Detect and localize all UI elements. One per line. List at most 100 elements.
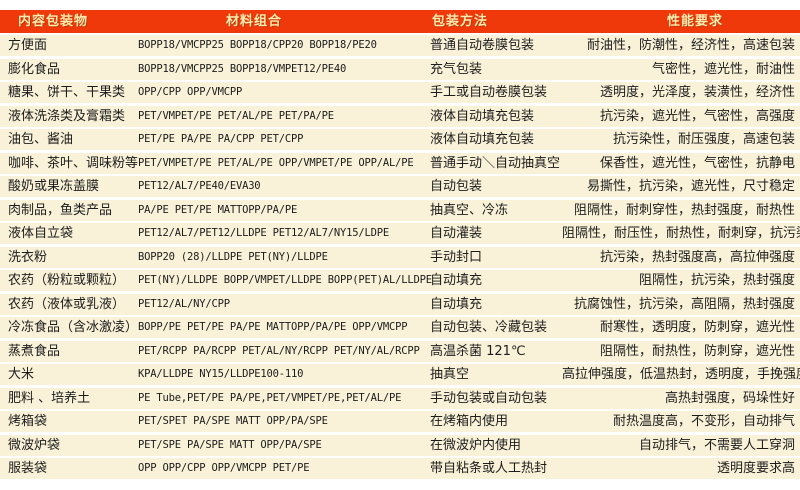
table-header-row: 内容包装物 材料组合 包装方法 性能要求 bbox=[0, 10, 800, 33]
cell-performance-requirements: 抗污染，遮光性，气密性，高强度 bbox=[599, 108, 795, 124]
cell-performance-requirements: 高热封强度，码垛性好 bbox=[664, 390, 795, 406]
table-body: 方便面 BOPP18/VMCPP25 BOPP18/CPP20 BOPP18/P… bbox=[0, 35, 800, 482]
cell-material-combination: BOPP18/VMCPP25 BOPP18/VMPET12/PE40 bbox=[138, 62, 347, 75]
cell-performance-requirements: 高拉伸强度，低温热封，透明度，手挽强度高 bbox=[562, 367, 800, 382]
cell-performance-requirements: 耐寒性，透明度，防刺穿，遮光性 bbox=[599, 320, 795, 335]
cell-content-item: 油包、酱油 bbox=[8, 132, 74, 147]
cell-packaging-method: 液体自动填充包装 bbox=[430, 108, 535, 124]
cell-performance-requirements: 阻隔性，耐压性，耐热性，耐刺穿，抗污染 bbox=[562, 226, 800, 241]
cell-material-combination: PET/SPE PA/SPE MATT OPP/PA/SPE bbox=[138, 438, 322, 451]
cell-content-item: 烤箱袋 bbox=[8, 414, 48, 429]
table-row: 服装袋 OPP OPP/CPP OPP/VMCPP PET/PE 带自粘条或人工… bbox=[0, 458, 800, 479]
cell-content-item: 冷冻食品（含冰激凌） bbox=[8, 320, 139, 335]
cell-content-item: 微波炉袋 bbox=[8, 437, 61, 453]
cell-material-combination: PET/VMPET/PE PET/AL/PE OPP/VMPET/PE OPP/… bbox=[138, 156, 414, 169]
cell-packaging-method: 自动包装、冷藏包装 bbox=[430, 320, 548, 335]
cell-content-item: 服装袋 bbox=[8, 461, 48, 476]
cell-content-item: 糖果、饼干、干果类 bbox=[8, 85, 126, 100]
table-row: 农药（粉粒或颗粒） PET(NY)/LLDPE BOPP/VMPET/LLDPE… bbox=[0, 270, 800, 291]
cell-packaging-method: 普通自动卷膜包装 bbox=[430, 38, 535, 53]
cell-content-item: 咖啡、茶叶、调味粉等 bbox=[8, 155, 139, 171]
table-row: 肉制品，鱼类产品 PA/PE PET/PE MATTOPP/PA/PE 抽真空、… bbox=[0, 199, 800, 221]
cell-performance-requirements: 耐热温度高，不变形，自动排气 bbox=[612, 414, 795, 429]
cell-material-combination: BOPP/PE PET/PE PA/PE MATTOPP/PA/PE OPP/V… bbox=[138, 321, 408, 333]
cell-packaging-method: 在微波炉内使用 bbox=[430, 437, 522, 453]
table-row: 大米 KPA/LLDPE NY15/LLDPE100-110 抽真空 高拉伸强度… bbox=[0, 364, 800, 385]
cell-packaging-method: 高温杀菌 121℃ bbox=[430, 343, 526, 359]
cell-performance-requirements: 耐油性，防潮性，经济性，高速包装 bbox=[586, 38, 795, 53]
cell-packaging-method: 手动包装或自动包装 bbox=[430, 390, 548, 406]
cell-material-combination: PET12/AL7/PET12/LLDPE PET12/AL7/NY15/LDP… bbox=[138, 227, 389, 239]
cell-packaging-method: 手动封口 bbox=[430, 249, 483, 265]
cell-material-combination: OPP/CPP OPP/VMCPP bbox=[138, 86, 243, 98]
table-row: 膨化食品 BOPP18/VMCPP25 BOPP18/VMPET12/PE40 … bbox=[0, 58, 800, 80]
cell-material-combination: PET12/AL/NY/CPP bbox=[138, 297, 230, 310]
cell-content-item: 肥料 、培养土 bbox=[8, 390, 91, 406]
cell-packaging-method: 自动填充 bbox=[430, 273, 483, 288]
cell-performance-requirements: 阻隔性，耐热性，防刺穿，遮光性 bbox=[599, 343, 795, 359]
cell-material-combination: OPP OPP/CPP OPP/VMCPP PET/PE bbox=[138, 462, 310, 474]
cell-material-combination: PET12/AL7/PE40/EVA30 bbox=[138, 180, 261, 192]
table-row: 油包、酱油 PET/PE PA/PE PA/CPP PET/CPP 液体自动填充… bbox=[0, 129, 800, 150]
cell-material-combination: PET/RCPP PA/RCPP PET/AL/NY/RCPP PET/NY/A… bbox=[138, 344, 420, 357]
cell-material-combination: KPA/LLDPE NY15/LLDPE100-110 bbox=[138, 368, 304, 380]
cell-packaging-method: 液体自动填充包装 bbox=[430, 132, 535, 147]
cell-content-item: 农药（粉粒或颗粒） bbox=[8, 273, 126, 288]
cell-performance-requirements: 气密性，遮光性，耐油性 bbox=[651, 61, 795, 77]
table-row: 液体洗涤类及膏霜类 PET/VMPET/PE PET/AL/PE PET/PA/… bbox=[0, 105, 800, 127]
cell-packaging-method: 自动灌装 bbox=[430, 226, 483, 241]
cell-content-item: 蒸煮食品 bbox=[8, 343, 61, 359]
table-row: 蒸煮食品 PET/RCPP PA/RCPP PET/AL/NY/RCPP PET… bbox=[0, 340, 800, 362]
cell-material-combination: PET/PE PA/PE PA/CPP PET/CPP bbox=[138, 133, 304, 145]
table-row: 酸奶或果冻盖膜 PET12/AL7/PE40/EVA30 自动包装 易撕性，抗污… bbox=[0, 176, 800, 197]
table-row: 方便面 BOPP18/VMCPP25 BOPP18/CPP20 BOPP18/P… bbox=[0, 35, 800, 56]
cell-packaging-method: 在烤箱内使用 bbox=[430, 414, 509, 429]
table-row: 糖果、饼干、干果类 OPP/CPP OPP/VMCPP 手工或自动卷膜包装 透明… bbox=[0, 82, 800, 103]
table-row: 微波炉袋 PET/SPE PA/SPE MATT OPP/PA/SPE 在微波炉… bbox=[0, 434, 800, 456]
cell-material-combination: BOPP20 (28)/LLDPE PET(NY)/LLDPE bbox=[138, 250, 328, 263]
column-header-content-item: 内容包装物 bbox=[18, 14, 89, 29]
cell-performance-requirements: 阻隔性，抗污染，热封强度 bbox=[638, 273, 795, 288]
column-header-packaging-method: 包装方法 bbox=[432, 14, 489, 29]
cell-material-combination: BOPP18/VMCPP25 BOPP18/CPP20 BOPP18/PE20 bbox=[138, 39, 377, 51]
cell-packaging-method: 带自粘条或人工热封 bbox=[430, 461, 548, 476]
cell-content-item: 酸奶或果冻盖膜 bbox=[8, 179, 100, 194]
table-row: 烤箱袋 PET/SPET PA/SPE MATT OPP/PA/SPE 在烤箱内… bbox=[0, 411, 800, 432]
cell-packaging-method: 自动包装 bbox=[430, 179, 483, 194]
cell-performance-requirements: 保香性，遮光性，气密性，抗静电 bbox=[599, 155, 795, 171]
table-row: 洗衣粉 BOPP20 (28)/LLDPE PET(NY)/LLDPE 手动封口… bbox=[0, 246, 800, 268]
table-row: 农药（液体或乳液） PET12/AL/NY/CPP 自动填充 抗腐蚀性，抗污染，… bbox=[0, 293, 800, 315]
cell-content-item: 农药（液体或乳液） bbox=[8, 296, 126, 312]
column-header-material-combination: 材料组合 bbox=[226, 14, 283, 29]
cell-content-item: 大米 bbox=[8, 367, 35, 382]
cell-performance-requirements: 透明度要求高 bbox=[716, 461, 795, 476]
cell-content-item: 肉制品，鱼类产品 bbox=[8, 202, 113, 218]
table-row: 液体自立袋 PET12/AL7/PET12/LLDPE PET12/AL7/NY… bbox=[0, 223, 800, 244]
table-row: 冷冻食品（含冰激凌） BOPP/PE PET/PE PA/PE MATTOPP/… bbox=[0, 317, 800, 338]
cell-packaging-method: 抽真空 bbox=[430, 367, 470, 382]
cell-content-item: 液体洗涤类及膏霜类 bbox=[8, 108, 126, 124]
table-row: 咖啡、茶叶、调味粉等 PET/VMPET/PE PET/AL/PE OPP/VM… bbox=[0, 152, 800, 174]
cell-performance-requirements: 透明度，光泽度，装潢性，经济性 bbox=[599, 85, 795, 100]
cell-packaging-method: 普通手动＼自动抽真空 bbox=[430, 155, 561, 171]
cell-performance-requirements: 阻隔性，耐刺穿性，热封强度，耐热性 bbox=[573, 202, 795, 218]
column-header-performance-requirements: 性能要求 bbox=[667, 14, 724, 29]
cell-packaging-method: 自动填充 bbox=[430, 296, 483, 312]
cell-packaging-method: 抽真空、冷冻 bbox=[430, 202, 509, 218]
cell-material-combination: PA/PE PET/PE MATTOPP/PA/PE bbox=[138, 203, 298, 216]
cell-content-item: 膨化食品 bbox=[8, 61, 61, 77]
cell-material-combination: PET/VMPET/PE PET/AL/PE PET/PA/PE bbox=[138, 109, 334, 122]
table-row: 肥料 、培养土 PE Tube,PET/PE PA/PE,PET/VMPET/P… bbox=[0, 387, 800, 409]
cell-material-combination: PE Tube,PET/PE PA/PE,PET/VMPET/PE,PET/AL… bbox=[138, 391, 402, 404]
cell-material-combination: PET/SPET PA/SPE MATT OPP/PA/SPE bbox=[138, 415, 328, 427]
cell-performance-requirements: 自动排气，不需要人工穿洞 bbox=[638, 437, 795, 453]
cell-material-combination: PET(NY)/LLDPE BOPP/VMPET/LLDPE BOPP(PET)… bbox=[138, 274, 432, 286]
cell-performance-requirements: 抗腐蚀性，抗污染，高阻隔，热封强度 bbox=[573, 296, 795, 312]
cell-performance-requirements: 抗污染，热封强度高，高拉伸强度 bbox=[599, 249, 795, 265]
cell-packaging-method: 充气包装 bbox=[430, 61, 483, 77]
cell-content-item: 液体自立袋 bbox=[8, 226, 74, 241]
cell-performance-requirements: 易撕性，抗污染，遮光性，尺寸稳定 bbox=[586, 179, 795, 194]
cell-content-item: 洗衣粉 bbox=[8, 249, 48, 265]
cell-packaging-method: 手工或自动卷膜包装 bbox=[430, 85, 548, 100]
